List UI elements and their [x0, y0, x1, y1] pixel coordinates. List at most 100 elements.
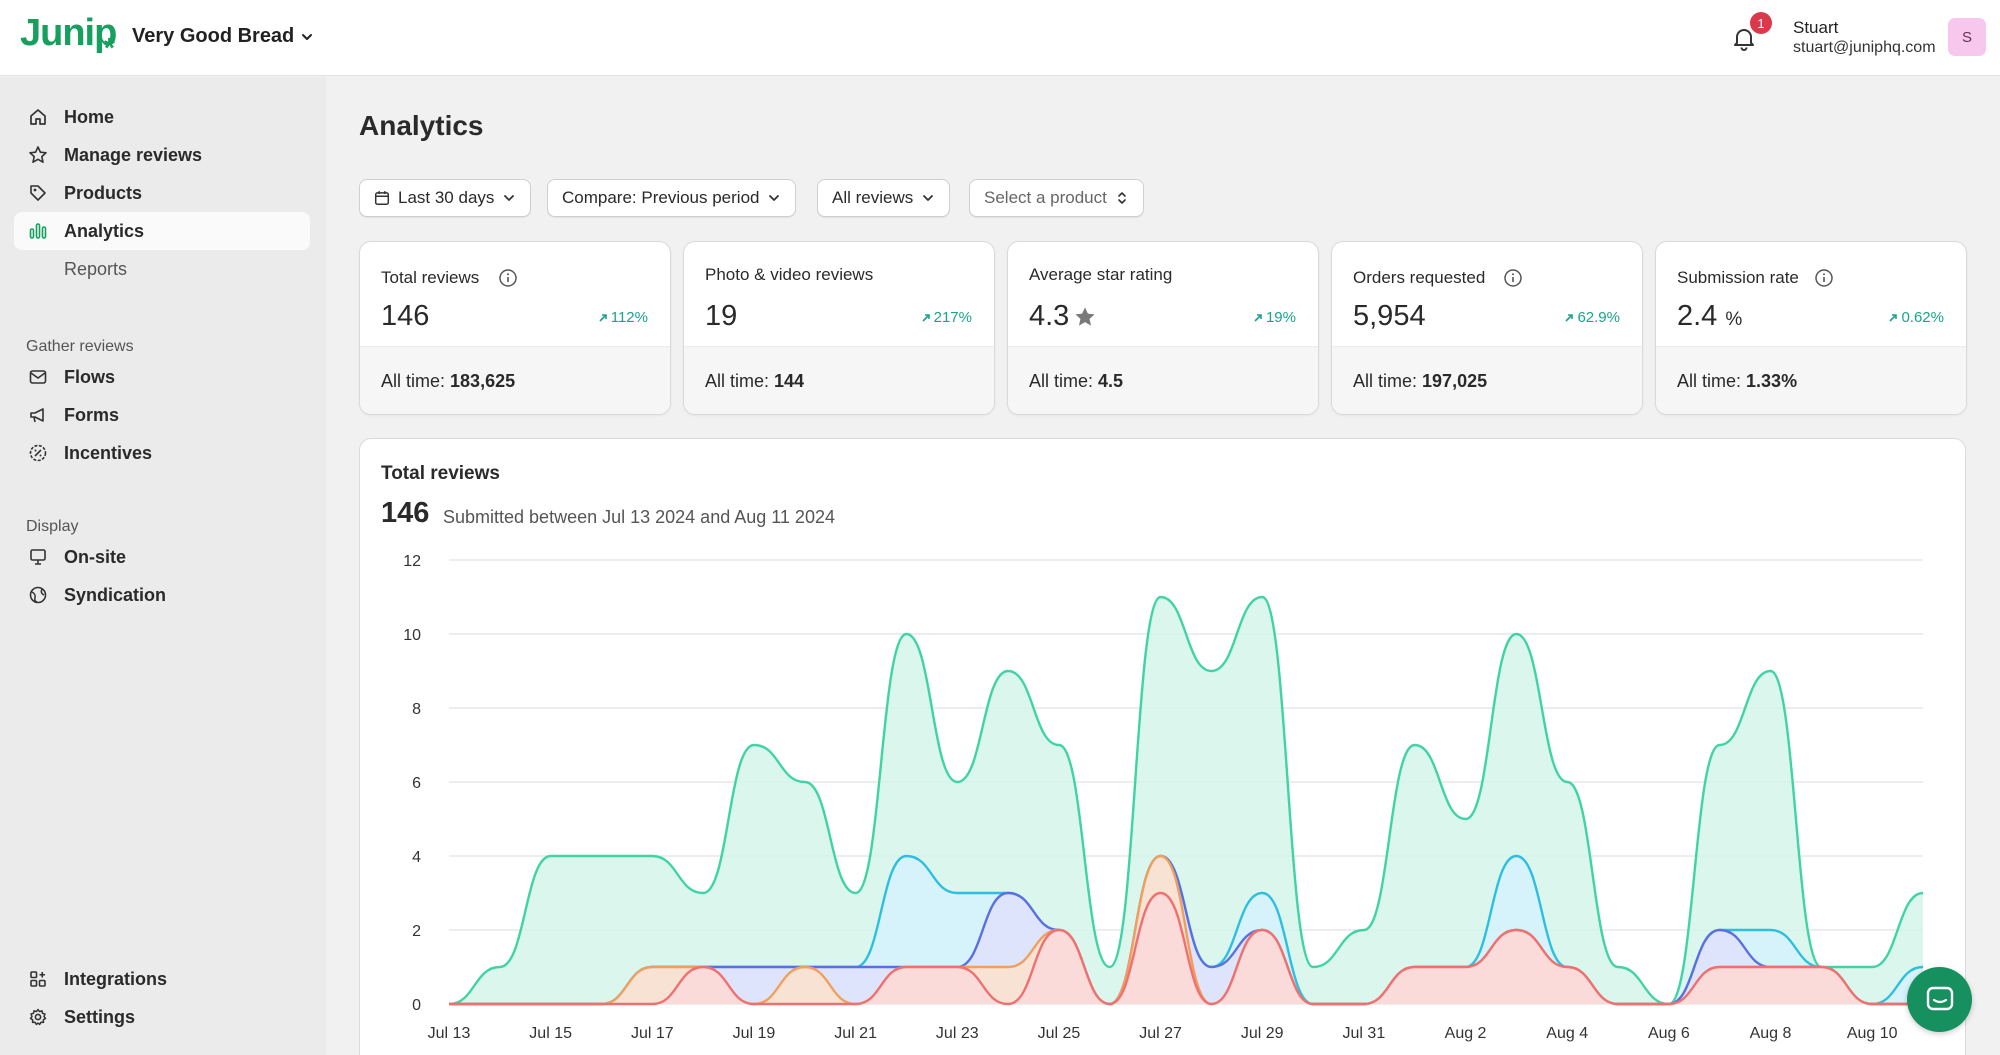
- compare-value: Compare: Previous period: [562, 188, 760, 207]
- metric-change: 217%: [921, 309, 972, 326]
- date-range-value: Last 30 days: [398, 188, 495, 207]
- y-tick-label: 2: [412, 923, 421, 940]
- chevron-down-icon: [769, 195, 780, 201]
- sidebar-item-label: Syndication: [64, 584, 167, 605]
- metric-unit: %: [1725, 309, 1743, 330]
- top-bar: Junip * Very Good Bread 1 Stuart stuart@…: [0, 0, 2000, 76]
- sidebar-item-manage-reviews[interactable]: Manage reviews: [14, 136, 310, 174]
- sidebar-item-incentives[interactable]: Incentives: [14, 434, 310, 472]
- arrow-up-right-icon: [1565, 313, 1574, 322]
- y-tick-label: 4: [412, 849, 421, 866]
- x-tick-label: Aug 8: [1750, 1025, 1792, 1042]
- sidebar-item-reports[interactable]: Reports: [14, 250, 310, 288]
- sidebar-item-label: Integrations: [64, 968, 168, 989]
- y-tick-label: 6: [412, 775, 421, 792]
- store-name: Very Good Bread: [132, 25, 295, 47]
- y-tick-label: 8: [412, 701, 421, 718]
- sidebar-item-on-site[interactable]: On-site: [14, 538, 310, 576]
- product-select[interactable]: Select a product: [969, 179, 1144, 217]
- gather-reviews-heading: Gather reviews: [26, 338, 134, 355]
- sidebar-item-flows[interactable]: Flows: [14, 358, 310, 396]
- x-tick-label: Jul 21: [834, 1025, 877, 1042]
- metric-change-value: 0.62%: [1901, 309, 1944, 326]
- sidebar-item-label: Manage reviews: [64, 144, 203, 165]
- reviews-area-chart: 0 2 4 6 8 10 12 Jul 13 Jul 15 Jul 17 Jul 19 Jul 21 J…: [403, 553, 1924, 1042]
- sidebar-item-settings[interactable]: Settings: [14, 998, 310, 1036]
- megaphone-icon: [30, 408, 44, 423]
- junip-logo[interactable]: Junip: [20, 12, 117, 54]
- x-tick-label: Jul 23: [936, 1025, 979, 1042]
- all-time-value: 197,025: [1422, 371, 1488, 391]
- reviews-filter-value: All reviews: [832, 188, 914, 207]
- all-time-value: 183,625: [450, 371, 516, 391]
- metric-change-value: 19%: [1265, 309, 1296, 326]
- metric-title: Photo & video reviews: [705, 265, 874, 284]
- product-select-placeholder: Select a product: [984, 188, 1107, 207]
- sidebar-item-home[interactable]: Home: [14, 98, 310, 136]
- display-heading: Display: [26, 518, 79, 535]
- store-switcher[interactable]: Very Good Bread: [132, 25, 314, 48]
- mail-icon: [29, 370, 47, 384]
- sidebar-item-label: Forms: [64, 404, 120, 425]
- info-icon[interactable]: [498, 268, 518, 288]
- x-tick-label: Jul 19: [733, 1025, 776, 1042]
- x-tick-label: Jul 15: [529, 1025, 572, 1042]
- x-tick-label: Jul 13: [428, 1025, 471, 1042]
- metric-change-value: 217%: [933, 309, 972, 326]
- metric-all-time: All time: 197,025: [1353, 371, 1487, 392]
- globe-icon: [29, 586, 47, 604]
- metric-card-average-star-rating: Average star rating 4.3 19% All time: 4.…: [1007, 241, 1319, 415]
- series-0-area: [449, 597, 1923, 1004]
- bell-icon[interactable]: [1730, 24, 1758, 52]
- metric-title: Submission rate: [1677, 268, 1799, 287]
- sidebar-item-forms[interactable]: Forms: [14, 396, 310, 434]
- chat-icon: [1926, 986, 1953, 1010]
- metric-title: Orders requested: [1353, 268, 1486, 287]
- metric-value: 2.4: [1677, 300, 1718, 332]
- sidebar: Home Manage reviews Products Analytics R…: [0, 77, 326, 1055]
- metric-card-submission-rate: Submission rate 2.4 % 0.62% All time: 1.…: [1655, 241, 1967, 415]
- metric-all-time: All time: 144: [705, 371, 804, 392]
- chevron-down-icon: [923, 195, 934, 201]
- metric-value: 19: [705, 300, 738, 332]
- monitor-icon: [30, 549, 46, 565]
- chat-button[interactable]: [1907, 967, 1972, 1032]
- all-time-value: 1.33%: [1746, 371, 1798, 391]
- chevron-down-icon: [302, 33, 313, 40]
- sidebar-item-integrations[interactable]: Integrations: [14, 960, 310, 998]
- metric-change: 62.9%: [1564, 309, 1620, 326]
- sidebar-item-syndication[interactable]: Syndication: [14, 576, 310, 614]
- metric-all-time: All time: 1.33%: [1677, 371, 1797, 392]
- date-range-select[interactable]: Last 30 days: [359, 179, 532, 217]
- metric-change-value: 112%: [610, 309, 648, 326]
- user-email: stuart@juniphq.com: [1793, 39, 1936, 56]
- arrow-up-right-icon: [1254, 313, 1262, 322]
- sidebar-item-label: Reports: [64, 258, 128, 279]
- info-icon[interactable]: [1503, 268, 1523, 288]
- info-icon[interactable]: [1814, 268, 1834, 288]
- reviews-filter-select[interactable]: All reviews: [817, 179, 951, 217]
- sidebar-item-label: Incentives: [64, 442, 153, 463]
- user-name: Stuart: [1793, 18, 1839, 37]
- metric-value-wrap: 4.3: [1029, 300, 1097, 333]
- arrow-up-right-icon: [599, 313, 607, 322]
- all-time-label: All time:: [1353, 371, 1418, 391]
- home-icon: [30, 109, 46, 125]
- compare-select[interactable]: Compare: Previous period: [547, 179, 797, 217]
- y-tick-label: 10: [403, 627, 421, 644]
- star-filled-icon: [1075, 307, 1095, 326]
- sidebar-item-analytics[interactable]: Analytics: [14, 212, 310, 250]
- all-time-value: 4.5: [1098, 371, 1124, 391]
- metric-title: Average star rating: [1029, 265, 1173, 284]
- metric-value: 5,954: [1353, 300, 1426, 332]
- series-0-line: [448, 595, 1924, 1006]
- metric-value: 146: [381, 300, 430, 332]
- all-time-label: All time:: [1029, 371, 1094, 391]
- x-tick-label: Jul 31: [1343, 1025, 1386, 1042]
- all-time-label: All time:: [705, 371, 770, 391]
- x-tick-label: Jul 29: [1241, 1025, 1284, 1042]
- chevron-up-down-icon: [1118, 192, 1126, 204]
- sidebar-item-products[interactable]: Products: [14, 174, 310, 212]
- notification-badge: 1: [1750, 12, 1772, 34]
- avatar[interactable]: S: [1948, 18, 1986, 56]
